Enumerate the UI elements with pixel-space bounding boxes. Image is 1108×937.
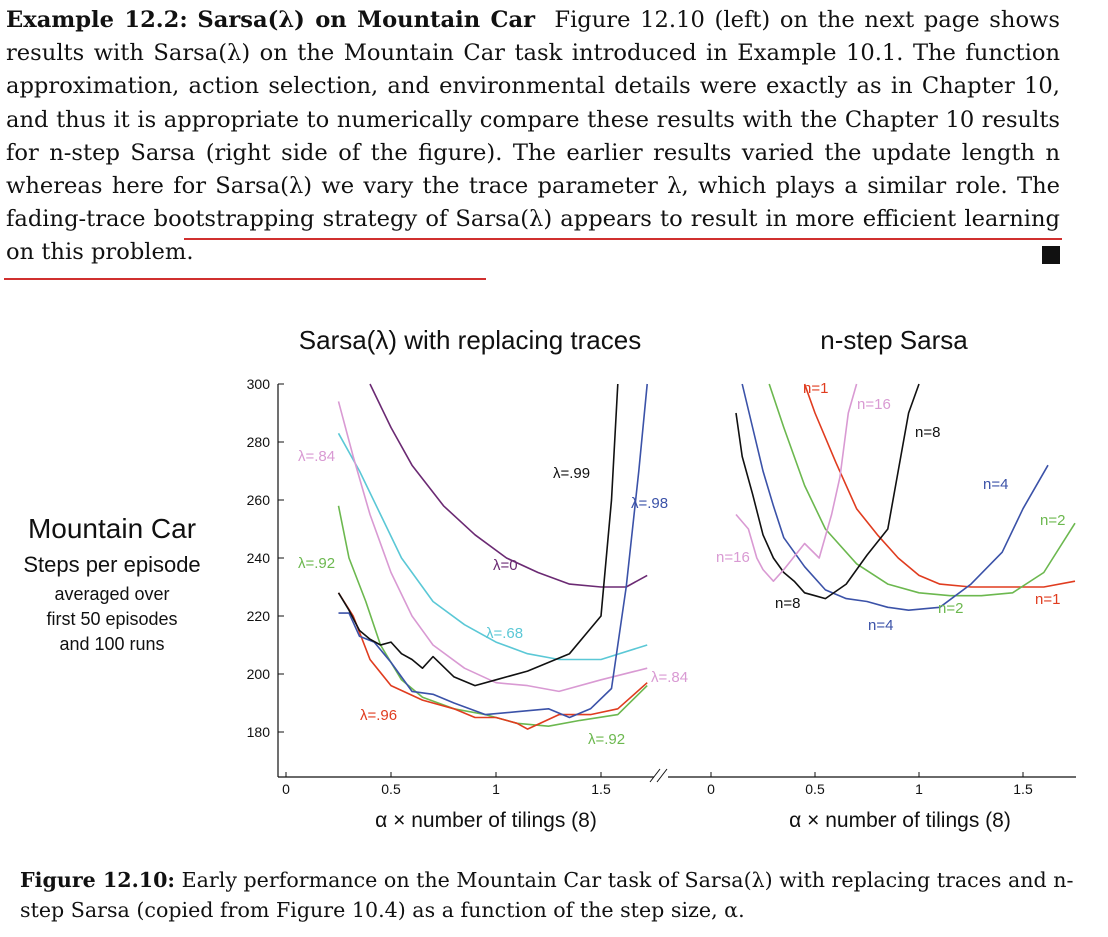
label-n-8-bottom: n=8 <box>775 595 800 612</box>
y-tick-label-180: 180 <box>247 724 271 740</box>
y-tick-label-300: 300 <box>247 376 271 392</box>
y-tick-label-220: 220 <box>247 608 271 624</box>
x-tick-label-p1-1: 1 <box>915 781 923 797</box>
side-subtitle: Steps per episode <box>23 552 200 577</box>
y-tick-labels: 180 200 220 240 260 280 300 <box>247 376 284 740</box>
right-x-axis-label: α × number of tilings (8) <box>789 809 1011 832</box>
label-lambda-92-left: λ=.92 <box>298 555 335 572</box>
example-title: Sarsa(λ) on Mountain Car <box>197 7 536 33</box>
label-lambda-84-top: λ=.84 <box>298 448 335 465</box>
series-line-p0-98 <box>338 383 648 719</box>
label-lambda-84-right: λ=.84 <box>651 669 688 686</box>
left-chart-series <box>337 383 648 730</box>
label-lambda-99: λ=.99 <box>553 465 590 482</box>
example-paragraph: Example 12.2: Sarsa(λ) on Mountain Car F… <box>6 4 1060 270</box>
example-text: Figure 12.10 (left) on the next page sho… <box>6 7 1060 200</box>
x-tick-label-p1-0: 0 <box>707 781 715 797</box>
side-title: Mountain Car <box>28 513 196 544</box>
x-tick-label-p0-0.5: 0.5 <box>381 781 401 797</box>
x-tick-label-p1-0.5: 0.5 <box>805 781 825 797</box>
left-x-axis-label: α × number of tilings (8) <box>375 809 597 832</box>
label-lambda-98: λ=.98 <box>631 495 668 512</box>
label-n-2-bottom: n=2 <box>938 600 963 617</box>
label-n-8-top: n=8 <box>915 424 940 441</box>
side-line2: first 50 episodes <box>46 609 177 629</box>
y-tick-label-260: 260 <box>247 492 271 508</box>
x-tick-label-p0-1.5: 1.5 <box>591 781 611 797</box>
highlight-underline-1 <box>184 238 1062 240</box>
right-chart-series <box>735 383 1076 612</box>
example-label: Example 12.2: <box>6 7 188 33</box>
label-lambda-68: λ=.68 <box>486 625 523 642</box>
series-line-p1-n4 <box>741 383 1049 612</box>
axis-break-mark-1 <box>649 768 661 783</box>
end-of-example-mark <box>1042 246 1060 264</box>
side-line1: averaged over <box>54 584 169 604</box>
series-line-p1-n8 <box>735 383 920 600</box>
highlight-underline-2 <box>4 278 486 280</box>
x-tick-label-p0-1: 1 <box>492 781 500 797</box>
label-n-1-top: n=1 <box>803 380 828 397</box>
label-n-4-right: n=4 <box>983 476 1008 493</box>
x-tick-labels: 0 0.5 1 1.5 0 0.5 1 1.5 <box>282 772 1033 797</box>
label-lambda-96: λ=.96 <box>360 707 397 724</box>
left-chart-title: Sarsa(λ) with replacing traces <box>299 325 641 355</box>
label-n-4-bottom: n=4 <box>868 617 893 634</box>
x-tick-label-p1-1.5: 1.5 <box>1013 781 1033 797</box>
label-n-16-left: n=16 <box>716 549 750 566</box>
caption-label: Figure 12.10: <box>20 868 176 892</box>
side-line3: and 100 runs <box>59 634 164 654</box>
series-line-p0-84 <box>337 401 648 693</box>
y-tick-label-280: 280 <box>247 434 271 450</box>
series-line-p0-99 <box>337 383 619 687</box>
x-tick-label-p0-0: 0 <box>282 781 290 797</box>
series-line-p0-96 <box>337 592 648 730</box>
label-n-1-right: n=1 <box>1035 591 1060 608</box>
right-chart-title: n-step Sarsa <box>820 325 968 355</box>
series-line-p0-68 <box>337 432 648 661</box>
caption-text: Early performance on the Mountain Car ta… <box>20 868 1074 922</box>
series-line-p1-n1 <box>803 383 1076 588</box>
example-highlight: The fading-trace bootstrapping strategy … <box>6 173 1061 266</box>
label-n-16-top: n=16 <box>857 396 891 413</box>
label-n-2-right: n=2 <box>1040 512 1065 529</box>
series-line-p1-n2 <box>768 383 1076 597</box>
figure-caption: Figure 12.10: Early performance on the M… <box>20 865 1080 925</box>
axis-break-mark-2 <box>656 768 668 783</box>
y-tick-label-240: 240 <box>247 550 271 566</box>
series-line-p0-0 <box>369 383 648 588</box>
label-lambda-92-bottom: λ=.92 <box>588 731 625 748</box>
label-lambda-0: λ=0 <box>493 557 518 574</box>
series-line-p1-n16 <box>735 383 858 583</box>
y-tick-label-200: 200 <box>247 666 271 682</box>
